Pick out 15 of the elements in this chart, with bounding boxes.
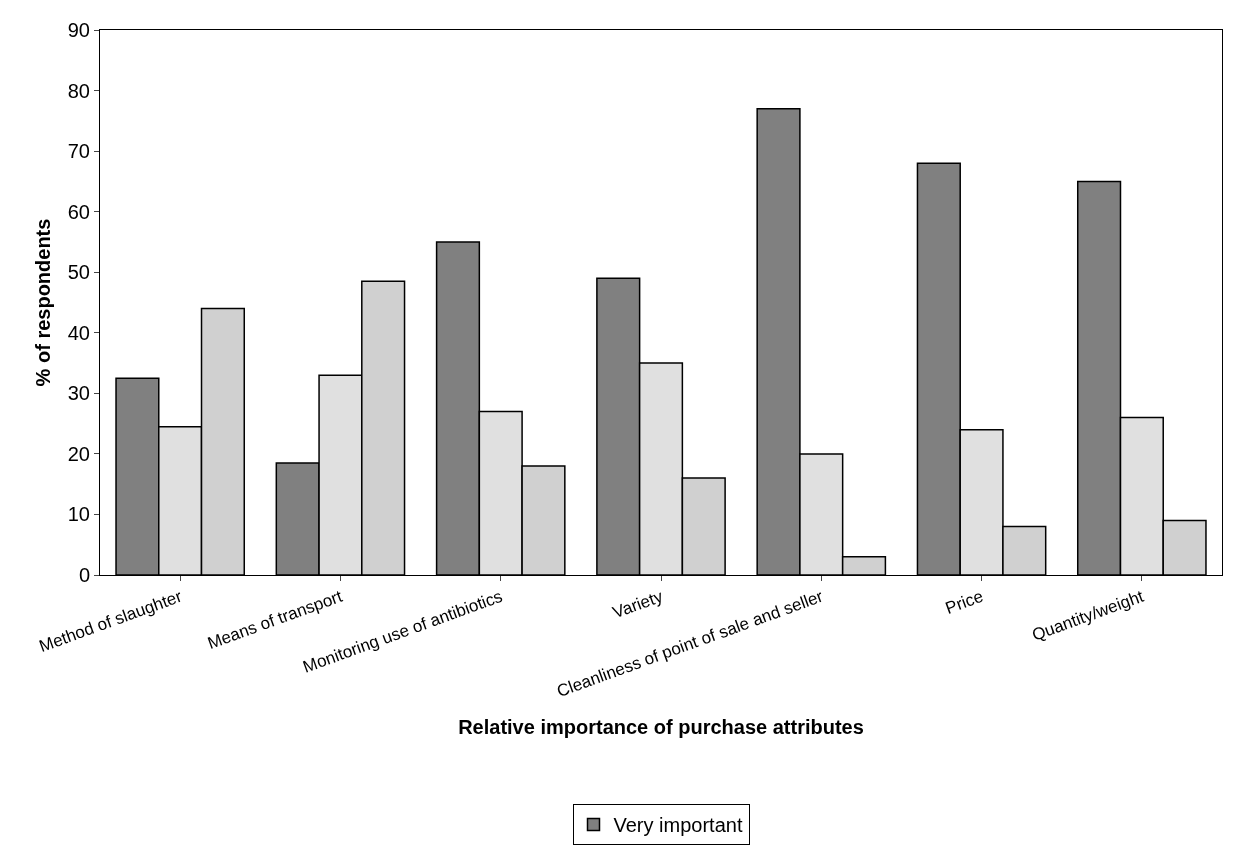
- y-tick-label: 90: [67, 19, 90, 41]
- x-tick-label: Variety: [610, 586, 666, 623]
- y-tick-label: 80: [67, 79, 90, 102]
- y-tick-label: 40: [67, 321, 90, 344]
- y-tick-label: 0: [78, 564, 90, 586]
- legend-label: Very important: [613, 814, 743, 837]
- y-tick-label: 30: [67, 382, 90, 405]
- x-axis-title: Relative importance of purchase attributes: [458, 716, 864, 739]
- y-tick-label: 50: [67, 261, 90, 284]
- y-tick-label: 60: [67, 200, 90, 223]
- y-tick-label: 70: [67, 140, 90, 163]
- y-axis-title: % of respondents: [32, 218, 54, 387]
- y-tick-label: 10: [67, 503, 90, 526]
- x-tick-label: Price: [942, 586, 986, 618]
- y-tick-label: 20: [67, 442, 90, 465]
